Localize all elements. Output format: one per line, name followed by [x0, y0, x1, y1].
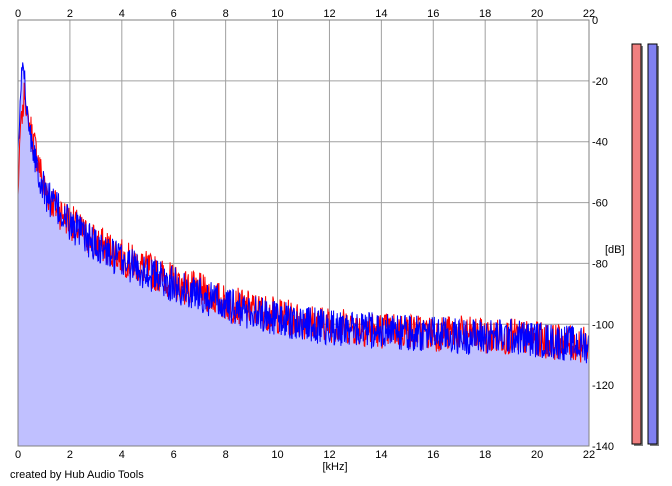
level-meter-right: [647, 43, 658, 445]
x-tick-label-top: 16: [427, 8, 439, 20]
level-meter-left: [631, 43, 642, 445]
x-tick-label-top: 18: [479, 8, 491, 20]
x-tick-label-top: 4: [119, 8, 125, 20]
spectrum-fill: [18, 62, 589, 447]
x-tick-label-bottom: 12: [323, 449, 335, 461]
y-tick-label: -40: [592, 137, 608, 149]
x-tick-label-bottom: 2: [67, 449, 73, 461]
x-tick-label-bottom: 14: [375, 449, 387, 461]
y-axis-label: [dB]: [605, 244, 625, 256]
x-tick-label-top: 8: [223, 8, 229, 20]
y-tick-label: -140: [592, 441, 614, 453]
x-axis-label: [kHz]: [322, 461, 347, 473]
x-tick-label-bottom: 0: [15, 449, 21, 461]
y-tick-label: -120: [592, 380, 614, 392]
y-tick-label: -20: [592, 76, 608, 88]
x-tick-label-top: 20: [531, 8, 543, 20]
y-tick-label: -80: [592, 258, 608, 270]
x-tick-label-top: 22: [583, 8, 595, 20]
spectrum-series: [17, 62, 590, 364]
plot-frame: [17, 19, 590, 447]
series-blue-line: [17, 62, 590, 364]
x-tick-label-bottom: 10: [271, 449, 283, 461]
x-tick-label-bottom: 6: [171, 449, 177, 461]
x-tick-labels-top: 0 2 4 6 8 10 12 14 16 18 20 22: [15, 8, 595, 20]
x-tick-label-top: 6: [171, 8, 177, 20]
y-tick-label: -60: [592, 198, 608, 210]
spectrum-area: [18, 62, 589, 447]
x-tick-label-top: 12: [323, 8, 335, 20]
x-tick-label-top: 14: [375, 8, 387, 20]
y-tick-label: -100: [592, 319, 614, 331]
level-meters: [631, 43, 659, 446]
x-tick-label-top: 0: [15, 8, 21, 20]
x-tick-label-top: 10: [271, 8, 283, 20]
x-tick-label-bottom: 22: [583, 449, 595, 461]
y-tick-label: 0: [592, 15, 598, 27]
x-tick-label-top: 2: [67, 8, 73, 20]
y-tick-labels: 0 -20 -40 -60 -80 -100 -120 -140: [592, 15, 614, 453]
credit-text: created by Hub Audio Tools: [10, 469, 144, 481]
x-tick-label-bottom: 20: [531, 449, 543, 461]
x-tick-label-bottom: 16: [427, 449, 439, 461]
x-tick-label-bottom: 4: [119, 449, 125, 461]
x-tick-label-bottom: 18: [479, 449, 491, 461]
x-tick-label-bottom: 8: [223, 449, 229, 461]
x-tick-labels-bottom: 0 2 4 6 8 10 12 14 16 18 20 22: [15, 449, 595, 461]
